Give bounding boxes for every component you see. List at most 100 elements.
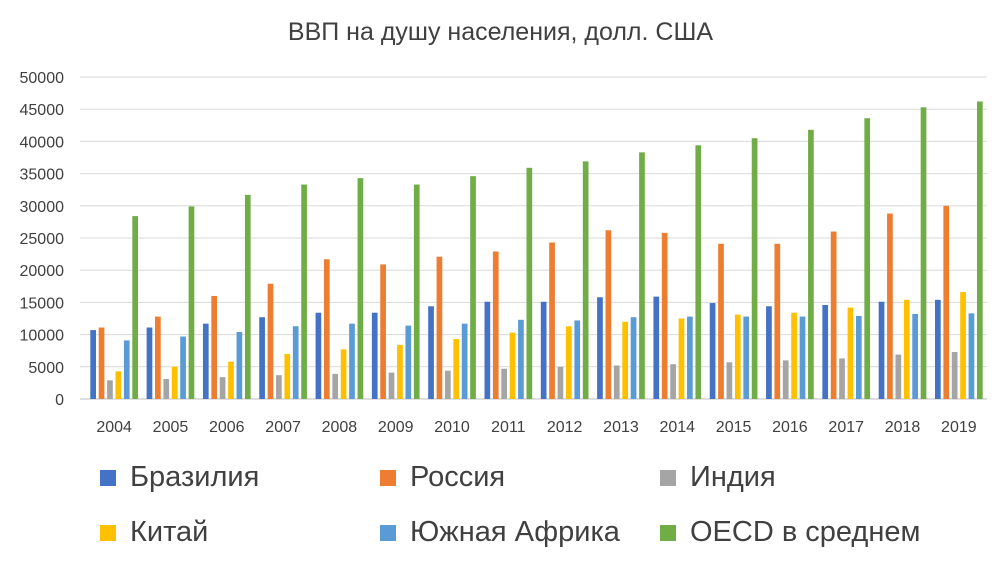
bar [146,327,153,399]
bar [582,161,589,399]
x-tick-label: 2014 [659,419,695,436]
bar [332,373,339,399]
bar [839,358,845,399]
bar [115,371,122,399]
chart-title: ВВП на душу населения, долл. США [287,18,714,46]
bar [912,313,918,399]
bar [180,336,186,399]
bar [349,323,355,399]
bar [960,292,966,399]
x-tick-label: 2011 [491,419,526,436]
x-tick-label: 2010 [434,419,470,436]
bar [976,101,983,400]
bar [259,317,265,399]
bar [244,194,251,399]
bar [695,145,702,399]
bar [388,372,395,399]
y-tick-label: 50000 [20,70,65,87]
x-tick-label: 2013 [603,419,639,436]
y-tick-label: 25000 [20,231,65,248]
bar [461,323,468,399]
bar [751,138,758,399]
bar [444,370,451,399]
bar [951,351,958,399]
bar [734,314,741,399]
x-tick-label: 2005 [153,419,189,436]
x-tick-label: 2019 [941,419,977,436]
y-tick-label: 5000 [28,360,64,377]
bar [397,344,403,399]
bar [864,118,871,399]
bar [613,365,620,399]
bar [428,306,434,399]
bar [678,318,685,399]
y-tick-label: 10000 [20,328,65,345]
bar [526,167,533,399]
y-tick-label: 0 [55,392,64,409]
bar [501,368,507,399]
bar [123,340,130,399]
bar [357,178,364,399]
bar [903,299,910,399]
bar [847,307,854,399]
bar [878,301,885,399]
bar [413,184,420,399]
bar [605,230,612,399]
bar [557,366,564,399]
y-tick-label: 15000 [20,295,65,312]
bar [188,206,195,399]
bar [284,353,291,399]
bar [163,379,170,399]
bar [622,321,629,399]
bar [855,315,862,399]
bar [371,312,378,399]
bar [791,312,797,399]
bar [405,325,412,399]
x-tick-label: 2016 [772,419,808,436]
bar [228,361,234,399]
bar [436,256,443,399]
bar [236,332,243,399]
y-tick-label: 35000 [20,167,65,184]
bar [315,312,322,399]
bar [808,129,814,400]
bar [323,259,330,399]
bar [549,242,555,399]
bar [219,377,226,399]
bar [107,380,113,399]
bar [661,232,668,399]
bar [340,349,347,399]
bar [292,326,299,399]
bar [470,176,476,399]
bar [211,295,218,399]
bar [453,339,460,399]
bar [492,251,499,399]
bar [630,317,637,399]
bar [709,303,716,399]
bar [597,297,603,399]
bar [90,330,97,399]
bar [766,306,772,399]
y-tick-label: 30000 [20,199,65,216]
x-tick-label: 2015 [716,419,752,436]
bar [639,152,645,399]
bar [540,301,547,399]
bar [968,313,975,399]
bar [98,327,105,399]
bar [887,213,893,399]
bar [726,362,733,399]
y-tick-label: 20000 [20,263,65,280]
bar [670,364,676,399]
bar [380,264,386,399]
bar [782,360,789,399]
bar [574,320,581,399]
bar [132,216,139,399]
bar [799,316,806,399]
bar [171,366,178,399]
x-tick-label: 2012 [547,419,583,436]
bar [774,243,781,399]
bar [743,316,750,399]
x-tick-label: 2006 [209,419,245,436]
